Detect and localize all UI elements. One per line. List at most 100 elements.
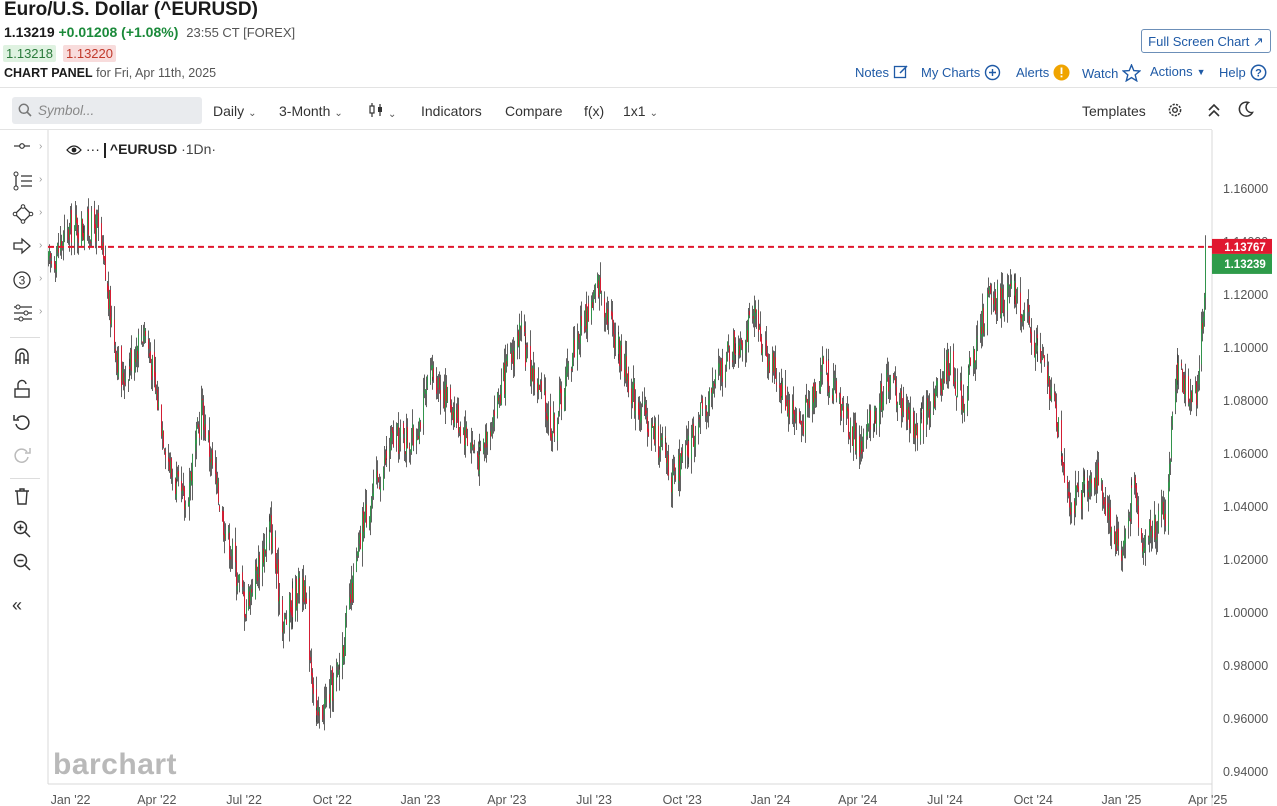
double-chevron-left-icon: « [12, 595, 23, 615]
y-tick-label: 0.96000 [1223, 712, 1268, 726]
high-price-label: 1.13767 [1224, 242, 1266, 254]
more-icon[interactable]: ··· [85, 141, 100, 157]
range-select[interactable]: 3-Month ⌄ [279, 103, 343, 119]
x-tick-label: Jan '24 [751, 793, 791, 806]
zoom-in-button[interactable] [12, 519, 40, 545]
symbol-search-input[interactable]: Symbol... [12, 97, 202, 124]
settings-button[interactable] [1166, 101, 1184, 122]
indicators-button[interactable]: Indicators [421, 103, 482, 119]
y-tick-label: 1.10000 [1223, 341, 1268, 355]
price-change: +0.01208 (+1.08%) [58, 24, 179, 40]
templates-button[interactable]: Templates [1082, 103, 1146, 119]
lock-tool[interactable] [12, 379, 40, 405]
period-select[interactable]: Daily ⌄ [213, 103, 257, 119]
compare-button[interactable]: Compare [505, 103, 563, 119]
fx-button[interactable]: f(x) [584, 103, 605, 119]
theme-toggle[interactable] [1237, 100, 1255, 121]
plus-circle-icon [985, 64, 1001, 81]
y-tick-label: 1.06000 [1223, 447, 1268, 461]
period-label: Daily [213, 103, 245, 119]
trash-icon [15, 488, 29, 505]
layout-select[interactable]: 1x1 ⌄ [623, 103, 658, 119]
y-tick-label: 0.98000 [1223, 659, 1268, 673]
measure-tool[interactable]: › [12, 303, 43, 329]
tool-divider [10, 478, 40, 479]
zoom-out-button[interactable] [12, 552, 40, 578]
arrow-tool[interactable]: › [12, 237, 43, 263]
y-tick-label: 0.94000 [1223, 765, 1268, 779]
chevron-right-icon: › [39, 240, 43, 251]
watch-button[interactable]: Watch [1082, 64, 1142, 82]
redo-button[interactable] [12, 445, 40, 471]
x-tick-label: Jul '24 [927, 793, 963, 806]
y-tick-label: 1.16000 [1223, 182, 1268, 196]
panel-date: for Fri, Apr 11th, 2025 [96, 66, 217, 80]
delete-tool[interactable] [12, 486, 40, 512]
chevron-down-icon: ⌄ [248, 108, 257, 119]
unlock-icon [14, 379, 30, 398]
shape-tool[interactable]: › [12, 204, 43, 230]
sliders-icon [14, 304, 32, 322]
magnet-tool[interactable] [12, 346, 40, 372]
x-tick-label: Oct '23 [663, 793, 702, 806]
collapse-button[interactable] [1206, 101, 1222, 122]
eye-icon[interactable] [66, 144, 82, 156]
chevron-right-icon: › [39, 207, 43, 218]
x-tick-label: Jul '23 [576, 793, 612, 806]
alerts-label: Alerts [1016, 65, 1050, 80]
my-charts-label: My Charts [921, 65, 981, 80]
candlestick-icon [369, 103, 382, 117]
trendline-icon [13, 171, 32, 191]
alerts-button[interactable]: Alerts [1016, 64, 1070, 81]
chevron-down-icon: ⌄ [388, 109, 397, 120]
bid-badge: 1.13218 [3, 45, 56, 62]
last-price-label-bg [1212, 253, 1272, 274]
chevron-right-icon: › [39, 273, 43, 284]
tool-divider [10, 337, 40, 338]
trendline-tool[interactable]: › [12, 171, 42, 197]
svg-text:?: ? [1255, 68, 1262, 80]
my-charts-button[interactable]: My Charts [921, 64, 1001, 81]
full-screen-button[interactable]: Full Screen Chart ↗ [1141, 29, 1271, 53]
x-tick-label: Jul '22 [226, 793, 262, 806]
arrow-right-icon [13, 237, 31, 255]
chart-type-select[interactable]: ⌄ [368, 103, 396, 120]
legend-interval: ·1Dn· [181, 141, 217, 157]
help-label: Help [1219, 65, 1246, 80]
notes-label: Notes [855, 64, 889, 80]
number-badge-icon: 3 [13, 271, 31, 289]
chevron-down-icon: ⌄ [649, 108, 658, 119]
search-icon [18, 103, 32, 117]
polygon-icon [12, 204, 34, 224]
zoom-out-icon [13, 553, 31, 571]
help-button[interactable]: Help ? [1219, 64, 1267, 81]
crosshair-tool[interactable]: › [12, 138, 42, 164]
last-price: 1.13219 [4, 24, 55, 40]
watch-label: Watch [1082, 65, 1119, 81]
price-chart[interactable]: 1.160001.140001.120001.100001.080001.060… [0, 130, 1277, 806]
layout-label: 1x1 [623, 103, 646, 119]
legend-symbol: ^EURUSD [109, 141, 178, 157]
counter-tool[interactable]: 3 › [12, 270, 43, 296]
x-tick-label: Apr '25 [1188, 793, 1227, 806]
pencil-icon [893, 65, 908, 79]
undo-button[interactable] [12, 412, 40, 438]
chevron-right-icon: › [39, 306, 43, 317]
y-tick-label: 1.08000 [1223, 394, 1268, 408]
x-tick-label: Jan '23 [401, 793, 441, 806]
ask-badge: 1.13220 [63, 45, 116, 62]
x-tick-label: Jan '25 [1101, 793, 1141, 806]
last-price-label: 1.13239 [1224, 259, 1266, 271]
x-tick-label: Oct '22 [313, 793, 352, 806]
x-tick-label: Apr '23 [487, 793, 526, 806]
toolbar-divider [0, 129, 1212, 130]
caret-down-icon: ▼ [1196, 66, 1206, 77]
magnet-icon [15, 348, 29, 364]
redo-icon [14, 448, 31, 463]
x-tick-label: Oct '24 [1014, 793, 1053, 806]
collapse-toolbar-button[interactable]: « [12, 595, 40, 621]
high-price-label-bg [1212, 238, 1272, 254]
help-icon: ? [1250, 64, 1267, 81]
notes-button[interactable]: Notes [855, 64, 909, 80]
actions-menu[interactable]: Actions ▼ [1150, 64, 1206, 79]
